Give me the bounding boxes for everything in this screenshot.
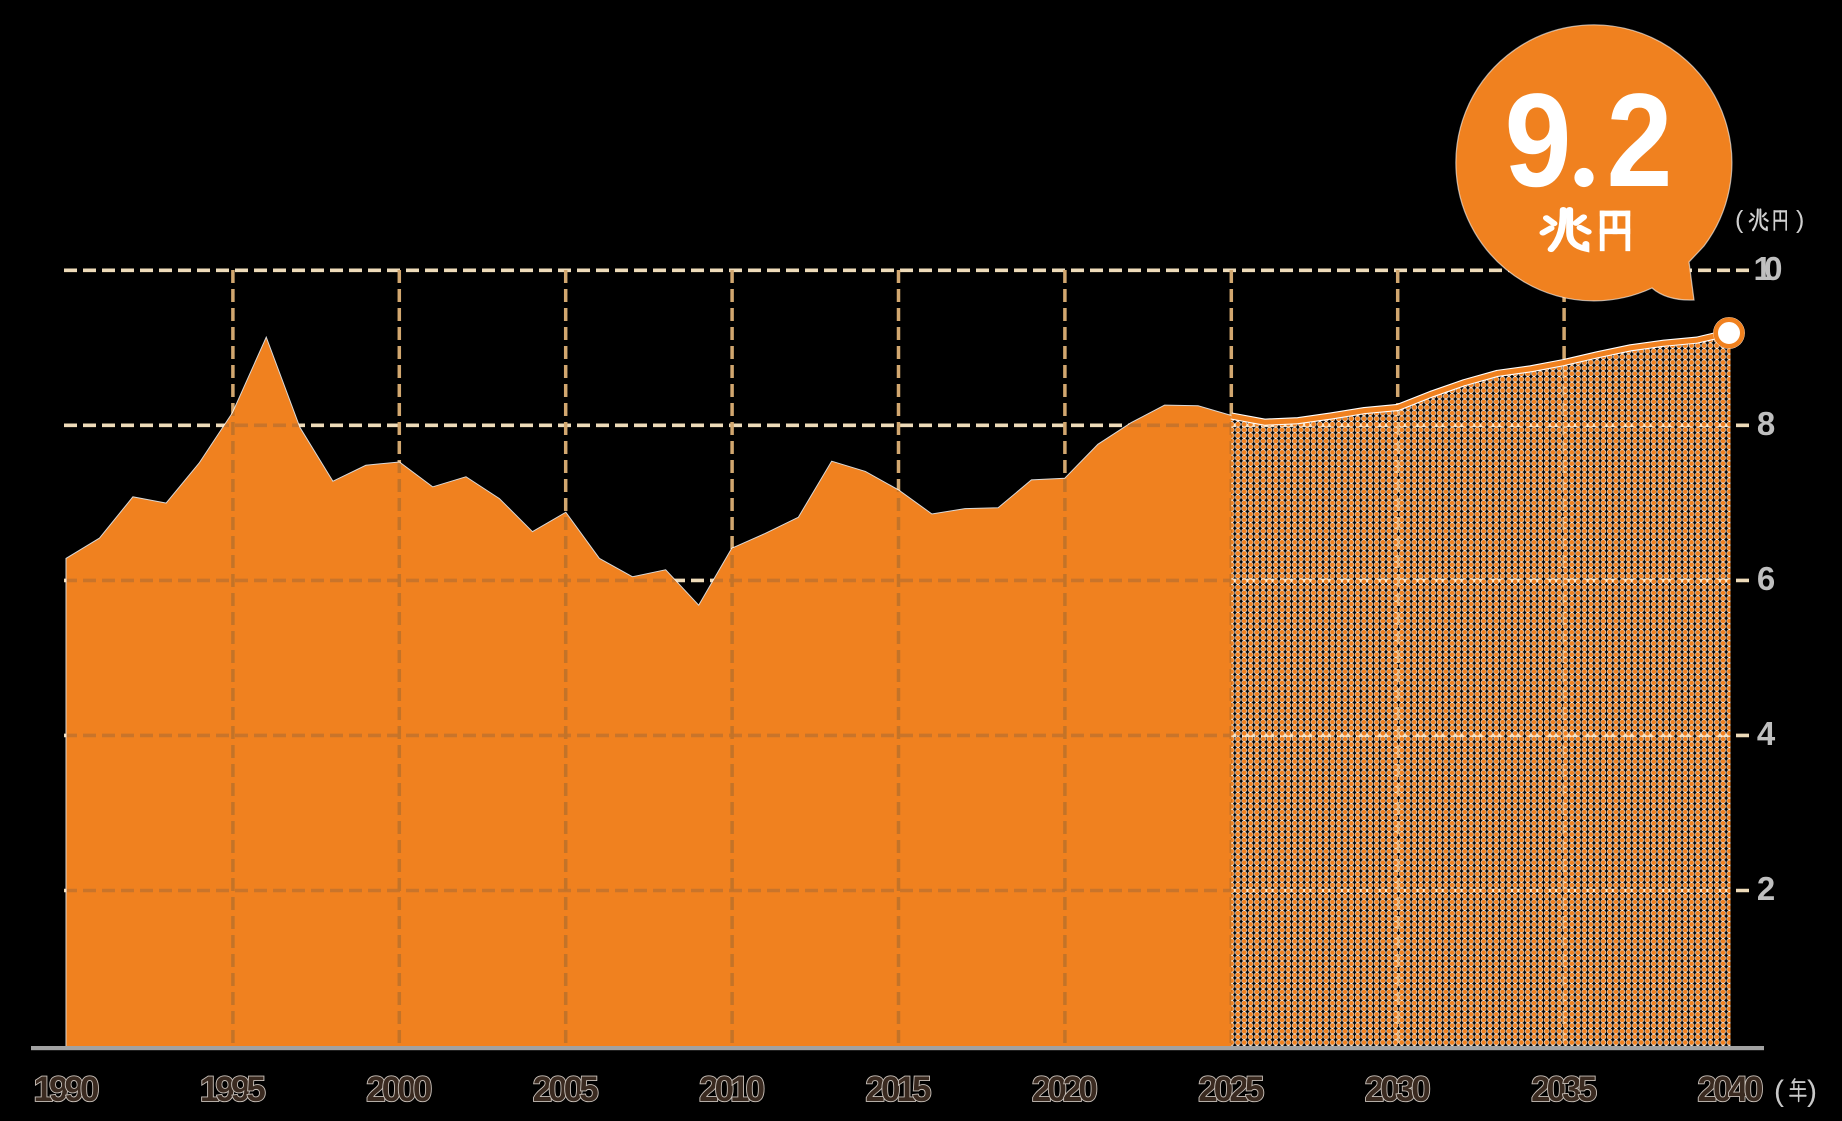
svg-text:2030: 2030: [1365, 1070, 1431, 1109]
svg-text:2035: 2035: [1531, 1070, 1597, 1109]
svg-text:8: 8: [1757, 405, 1775, 442]
svg-text:2005: 2005: [533, 1070, 599, 1109]
svg-text:6: 6: [1757, 560, 1775, 597]
svg-text:): ): [1807, 1075, 1817, 1108]
svg-text:10: 10: [1754, 250, 1783, 287]
svg-text:4: 4: [1757, 715, 1776, 752]
svg-text:2020: 2020: [1032, 1070, 1098, 1109]
svg-text:2040: 2040: [1698, 1070, 1764, 1109]
svg-text:9: 9: [1505, 67, 1572, 215]
svg-text:): ): [1796, 206, 1804, 234]
svg-text:2010: 2010: [699, 1070, 765, 1109]
svg-text:(: (: [1774, 1075, 1784, 1108]
svg-text:1995: 1995: [200, 1070, 266, 1109]
svg-text:2: 2: [1607, 67, 1673, 215]
svg-text:2000: 2000: [366, 1070, 432, 1109]
svg-text:2: 2: [1757, 870, 1775, 907]
svg-text:(: (: [1735, 206, 1744, 234]
svg-text:1990: 1990: [34, 1070, 100, 1109]
svg-text:2015: 2015: [866, 1070, 932, 1109]
svg-text:2025: 2025: [1198, 1070, 1264, 1109]
